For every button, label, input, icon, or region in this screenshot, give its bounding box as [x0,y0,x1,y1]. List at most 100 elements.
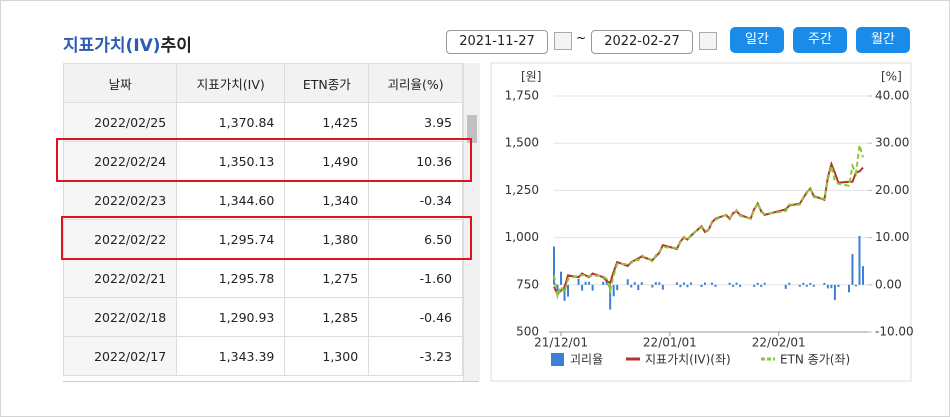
table-row: 2022/02/22 1,295.74 1,380 6.50 [62,219,463,259]
header-row: 날짜 지표가치(IV) ETN종가 괴리율(%) [62,63,463,103]
bar [812,284,815,287]
bar [654,282,657,285]
bar [556,284,559,292]
calendar-icon[interactable] [699,32,717,50]
table-bottom [63,381,479,382]
bar [700,284,703,288]
table-row: 2022/02/17 1,343.39 1,300 -3.23 [62,336,463,376]
bar [661,284,664,290]
bar [847,284,850,293]
bar [633,282,636,285]
bar [686,284,689,288]
monthly-button[interactable]: 월간 [856,27,910,53]
bar [626,279,629,285]
table-cell: 1,295.78 [176,258,286,298]
table-cell: 10.36 [368,141,463,181]
y-tick-label: 750 [516,277,539,291]
highlight-box [61,216,472,260]
table-cell: 1,370.84 [176,102,286,142]
table-cell: 1,275 [284,258,370,298]
x-tick-label: 21/12/01 [534,336,588,350]
table-row: 2022/02/25 1,370.84 1,425 3.95 [62,102,463,142]
bar [689,282,692,285]
bar [560,271,563,285]
bar [809,282,812,285]
column-header: ETN종가 [284,63,370,103]
bar [679,284,682,288]
table-cell: 1,290.93 [176,297,286,337]
bar [609,284,612,310]
table-cell: 1,295.74 [176,219,286,259]
bar [675,282,678,285]
calendar-icon[interactable] [554,32,572,50]
bar [760,284,763,287]
line [553,144,864,300]
bar [711,282,714,285]
table-cell: 1,343.39 [176,336,286,376]
bar [851,254,854,285]
y2-tick-label: 10.00 [875,230,909,244]
y-unit: [원] [521,70,541,84]
end-date[interactable]: 2022-02-27 [591,30,693,54]
bar [826,284,829,289]
bar [602,281,605,285]
start-date[interactable]: 2021-11-27 [446,30,548,54]
y2-tick-label: 0.00 [875,277,902,291]
daily-button[interactable]: 일간 [730,27,784,53]
bar [563,284,566,301]
legend-label: 괴리율 [570,353,603,367]
bar [588,281,591,285]
bar [658,282,661,285]
y2-unit: [%] [881,70,902,84]
bar [728,282,731,285]
bar [739,284,742,287]
bar [788,282,791,285]
section-title: 지표가치(IV)추이 [63,31,192,56]
table-cell: 1,425 [284,102,370,142]
table-cell: 1,344.60 [176,180,286,220]
bar [823,282,826,285]
bar [805,284,808,287]
bar [703,282,706,285]
table-cell: -3.23 [368,336,463,376]
bar [854,284,857,287]
legend-swatch [551,353,564,366]
bar [858,235,861,285]
x-tick-label: 22/01/01 [643,336,697,350]
data-table: 날짜 지표가치(IV) ETN종가 괴리율(%) 2022/02/25 1,370.84 1… [62,63,463,376]
bar [732,284,735,287]
legend-label: ETN 종가(좌) [780,353,850,367]
table-cell: -0.46 [368,297,463,337]
y-tick-label: 1,000 [505,230,539,244]
bar [830,284,833,289]
bar [637,284,640,291]
y-tick-label: 1,500 [505,136,539,150]
table-cell: 1,300 [284,336,370,376]
x-tick-label: 22/02/01 [752,336,806,350]
legend-label: 지표가치(IV)(좌) [645,353,731,367]
bar [612,284,615,297]
bar [651,284,654,288]
table-cell: 1,285 [284,297,370,337]
table-cell: -1.60 [368,258,463,298]
table-cell: 2022/02/22 [62,219,178,259]
bar [802,282,805,285]
scroll-thumb[interactable] [467,115,477,143]
bar [630,284,633,288]
bar [682,282,685,285]
column-header: 괴리율(%) [368,63,463,103]
bar [567,284,570,297]
bar [833,284,836,301]
separator: ~ [576,31,587,45]
weekly-button[interactable]: 주간 [793,27,847,53]
y-tick-label: 500 [516,325,539,339]
column-header: 지표가치(IV) [176,63,286,103]
highlight-box [56,138,472,182]
bar [584,281,587,285]
bar [577,278,580,285]
y2-tick-label: -10.00 [875,325,914,339]
bar [784,284,787,289]
bar [581,284,584,291]
title: 지표가치(IV) [63,36,161,56]
